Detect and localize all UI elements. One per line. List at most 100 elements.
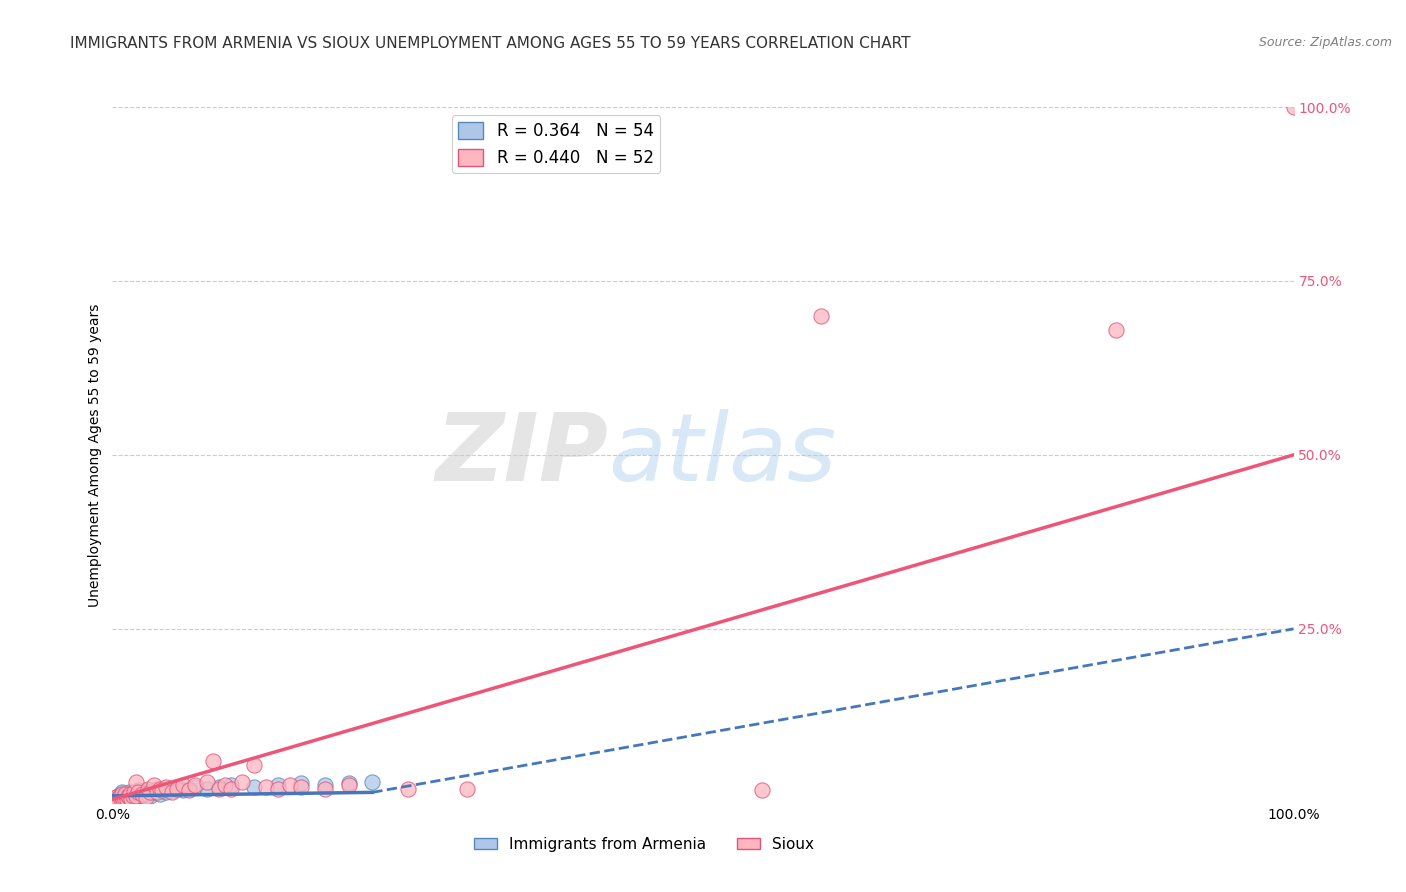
Point: [127, 785, 149, 799]
Point: [267, 781, 290, 796]
Point: [112, 792, 135, 806]
Point: [108, 789, 131, 803]
Point: [184, 780, 207, 795]
Point: [361, 775, 384, 789]
Text: Source: ZipAtlas.com: Source: ZipAtlas.com: [1258, 36, 1392, 49]
Point: [120, 791, 142, 805]
Point: [184, 778, 207, 792]
Point: [129, 788, 152, 802]
Point: [114, 791, 136, 805]
Point: [115, 792, 138, 806]
Point: [108, 791, 131, 805]
Point: [117, 789, 139, 803]
Point: [254, 780, 277, 795]
Point: [157, 781, 180, 796]
Point: [267, 778, 290, 792]
Point: [337, 778, 360, 792]
Point: [172, 783, 194, 797]
Point: [124, 790, 146, 805]
Point: [105, 792, 128, 806]
Text: IMMIGRANTS FROM ARMENIA VS SIOUX UNEMPLOYMENT AMONG AGES 55 TO 59 YEARS CORRELAT: IMMIGRANTS FROM ARMENIA VS SIOUX UNEMPLO…: [70, 36, 911, 51]
Point: [110, 793, 132, 807]
Point: [120, 788, 142, 802]
Point: [155, 780, 177, 795]
Point: [290, 776, 312, 790]
Point: [142, 778, 165, 792]
Point: [751, 783, 773, 797]
Point: [110, 792, 132, 806]
Point: [107, 794, 129, 808]
Point: [337, 776, 360, 790]
Point: [105, 794, 128, 808]
Point: [150, 783, 173, 797]
Point: [104, 792, 127, 806]
Point: [122, 787, 145, 801]
Point: [150, 783, 173, 797]
Point: [115, 788, 138, 802]
Point: [132, 785, 155, 799]
Point: [243, 780, 266, 795]
Point: [117, 789, 139, 804]
Point: [456, 781, 478, 796]
Point: [121, 789, 143, 803]
Point: [314, 781, 336, 796]
Point: [120, 788, 142, 802]
Point: [112, 789, 135, 803]
Point: [166, 781, 188, 796]
Point: [290, 780, 312, 795]
Point: [278, 778, 301, 792]
Point: [111, 788, 134, 802]
Point: [111, 790, 134, 805]
Point: [111, 790, 134, 805]
Point: [139, 789, 162, 803]
Point: [107, 794, 129, 808]
Point: [314, 778, 336, 792]
Point: [149, 781, 172, 796]
Point: [112, 790, 135, 805]
Point: [219, 778, 242, 792]
Point: [131, 789, 153, 803]
Point: [111, 785, 134, 799]
Point: [146, 785, 169, 799]
Point: [166, 780, 188, 795]
Point: [105, 790, 128, 805]
Point: [219, 781, 242, 796]
Point: [195, 781, 218, 796]
Y-axis label: Unemployment Among Ages 55 to 59 years: Unemployment Among Ages 55 to 59 years: [89, 303, 103, 607]
Point: [118, 785, 141, 799]
Point: [208, 780, 231, 795]
Legend: Immigrants from Armenia, Sioux: Immigrants from Armenia, Sioux: [468, 830, 820, 858]
Point: [195, 775, 218, 789]
Point: [139, 785, 162, 799]
Point: [135, 790, 157, 805]
Point: [136, 781, 159, 796]
Point: [179, 781, 201, 796]
Point: [810, 309, 832, 323]
Point: [214, 778, 236, 792]
Point: [208, 781, 231, 796]
Point: [104, 792, 127, 806]
Point: [125, 785, 148, 799]
Point: [110, 788, 132, 802]
Point: [149, 788, 172, 802]
Text: ZIP: ZIP: [436, 409, 609, 501]
Point: [118, 790, 141, 805]
Point: [160, 785, 183, 799]
Point: [155, 785, 177, 799]
Point: [179, 783, 201, 797]
Point: [114, 788, 136, 802]
Point: [121, 792, 143, 806]
Point: [396, 781, 419, 796]
Point: [112, 794, 135, 808]
Point: [1282, 100, 1305, 114]
Point: [142, 785, 165, 799]
Point: [127, 789, 149, 803]
Point: [1105, 323, 1128, 337]
Point: [105, 790, 128, 805]
Point: [127, 783, 149, 797]
Text: atlas: atlas: [609, 409, 837, 500]
Point: [107, 789, 129, 803]
Point: [136, 783, 159, 797]
Point: [201, 754, 224, 768]
Point: [115, 792, 138, 806]
